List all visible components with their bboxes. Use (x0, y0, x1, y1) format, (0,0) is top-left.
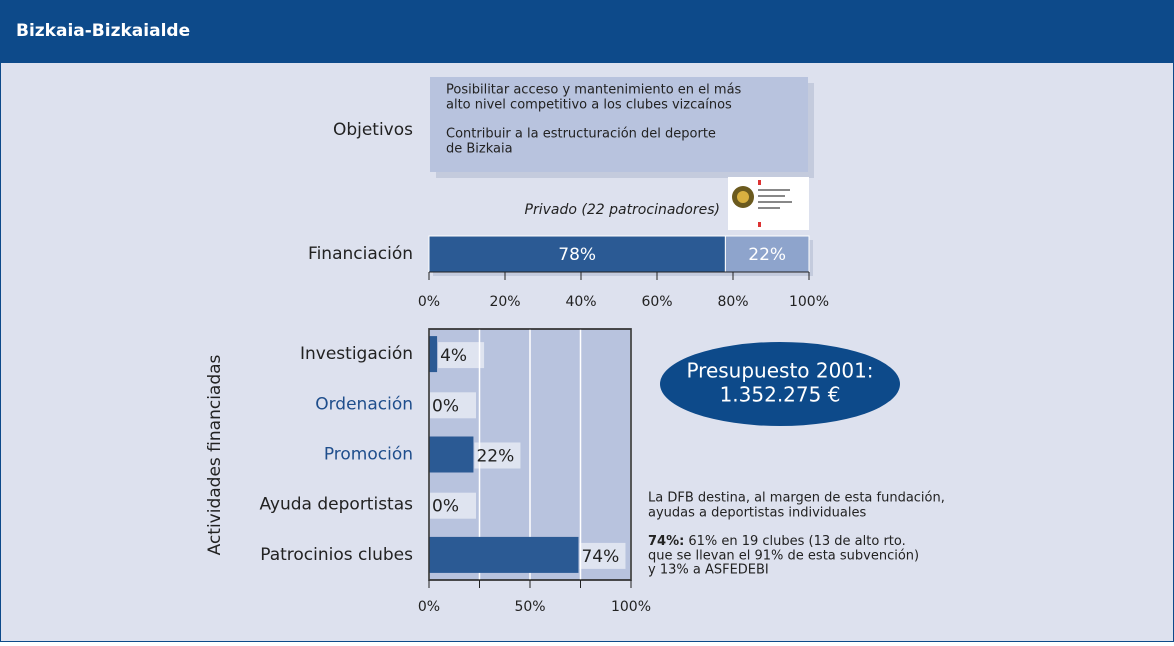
value-label: 0% (432, 396, 459, 416)
budget-ellipse (660, 342, 900, 426)
category-label: Promoción (324, 445, 413, 465)
header-bar (0, 0, 1174, 63)
x-tick-label: 0% (418, 294, 440, 310)
value-label: 22% (748, 245, 786, 265)
x-tick-label: 60% (641, 294, 672, 310)
objective-text: Posibilitar acceso y mantenimiento en el… (446, 83, 742, 98)
value-label: 4% (440, 346, 467, 366)
objective-text: alto nivel competitivo a los clubes vizc… (446, 98, 732, 113)
note-text: 61% en 19 clubes (13 de alto rto. (688, 534, 905, 549)
value-label: 22% (476, 447, 514, 467)
objective-text: Contribuir a la estructuración del depor… (446, 127, 716, 142)
objectives-label: Objetivos (333, 120, 413, 140)
budget-text: 1.352.275 € (720, 383, 841, 407)
category-label: Ordenación (315, 394, 413, 414)
note-text: ayudas a deportistas individuales (648, 506, 866, 521)
x-tick-label: 0% (418, 599, 440, 615)
bar (429, 336, 438, 373)
note-text: que se llevan el 91% de esta subvención) (648, 549, 919, 564)
category-label: Patrocinios clubes (260, 545, 413, 565)
header-title: Bizkaia-Bizkaialde (16, 21, 190, 41)
category-label: Investigación (300, 344, 413, 364)
bar-segment (724, 235, 810, 273)
value-label-bg (579, 542, 626, 569)
note-text: 74%: 61% en 19 clubes (13 de alto rto. (648, 534, 906, 549)
x-tick-label: 100% (789, 294, 829, 310)
y-axis-label: Actividades financiadas (205, 354, 225, 555)
value-label: 78% (558, 245, 596, 265)
category-label: Financiación (308, 244, 413, 264)
x-tick-label: 40% (565, 294, 596, 310)
value-label-bg (430, 392, 476, 419)
x-tick-label: 100% (611, 599, 651, 615)
note-text: La DFB destina, al margen de esta fundac… (648, 491, 945, 506)
value-label-bg (438, 342, 485, 369)
note-bold: 74%: (648, 534, 684, 549)
note-text: y 13% a ASFEDEBI (648, 563, 769, 578)
bar (429, 536, 579, 573)
x-tick-label: 20% (489, 294, 520, 310)
objective-text: de Bizkaia (446, 142, 513, 157)
objectives-box (430, 77, 808, 172)
value-label: 74% (581, 547, 619, 567)
bar (429, 436, 474, 473)
value-label: 0% (432, 497, 459, 517)
bar-segment (428, 235, 726, 273)
budget-text: Presupuesto 2001: (686, 359, 873, 383)
value-label-bg (474, 442, 521, 469)
annotation: Privado (22 patrocinadores) (525, 202, 720, 218)
x-tick-label: 80% (717, 294, 748, 310)
logo (728, 177, 809, 230)
value-label-bg (430, 492, 476, 519)
category-label: Ayuda deportistas (259, 495, 413, 515)
x-tick-label: 50% (514, 599, 545, 615)
